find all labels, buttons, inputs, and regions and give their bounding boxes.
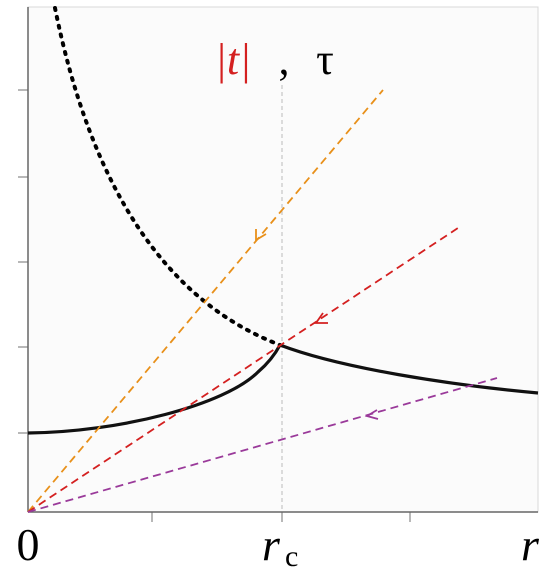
purple-line <box>27 377 498 513</box>
ticks <box>18 89 411 522</box>
x-label-rc: r <box>262 519 281 570</box>
title-t: |t| <box>215 35 251 84</box>
dotted-curve <box>53 6 282 347</box>
plot-area <box>27 6 539 513</box>
x-label-origin: 0 <box>17 519 40 570</box>
solid-curve <box>27 343 539 435</box>
title-separator: , <box>279 35 290 84</box>
title-tau: τ <box>316 35 334 84</box>
orange-line <box>27 89 384 513</box>
purple-arrow <box>364 409 379 420</box>
x-label-r: r <box>521 519 540 570</box>
red-arrow <box>314 312 328 324</box>
red-line <box>27 227 459 513</box>
x-label-rc-subscript: c <box>285 540 298 573</box>
orange-arrow <box>255 229 267 242</box>
